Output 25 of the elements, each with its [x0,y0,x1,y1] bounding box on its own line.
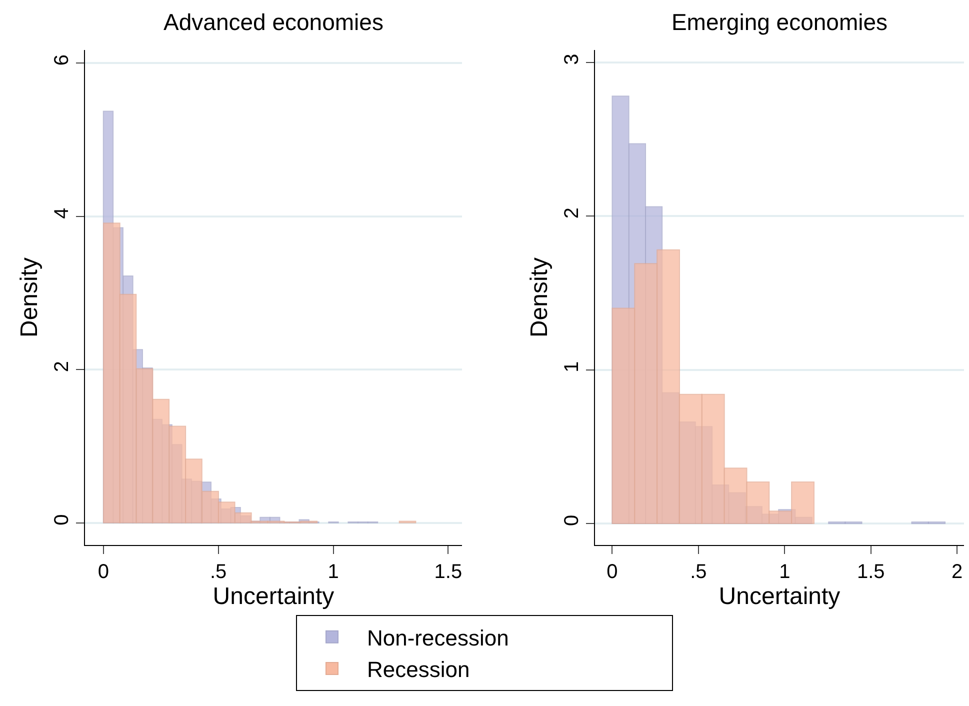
y-tick-label: 2 [561,207,583,219]
y-axis-title: Density [16,257,44,338]
y-tick-label: 2 [51,360,73,372]
y-tick-label: 1 [561,361,583,372]
x-tick-label: .5 [690,561,707,583]
x-tick-label: 0 [98,561,109,583]
x-tick-label: 1 [328,561,339,583]
x-tick-label: 1 [779,561,790,583]
x-axis-title: Uncertainty [718,583,840,610]
chart-title: Emerging economies [671,9,888,36]
legend-label: Recession [367,657,470,682]
legend-label: Non-recession [367,625,509,650]
y-tick-label: 4 [51,208,73,219]
x-tick-label: 1.5 [856,561,885,583]
y-tick-label: 0 [51,514,73,526]
y-tick-label: 3 [561,54,583,65]
x-axis-title: Uncertainty [212,583,334,610]
x-tick-label: .5 [210,561,227,583]
x-tick-label: 1.5 [434,561,462,583]
x-tick-label: 0 [606,561,618,583]
chart-title: Advanced economies [164,9,384,36]
x-tick-label: 2 [952,561,963,583]
y-tick-label: 6 [51,54,73,66]
y-tick-label: 0 [561,514,583,526]
y-axis-title: Density [526,257,554,338]
